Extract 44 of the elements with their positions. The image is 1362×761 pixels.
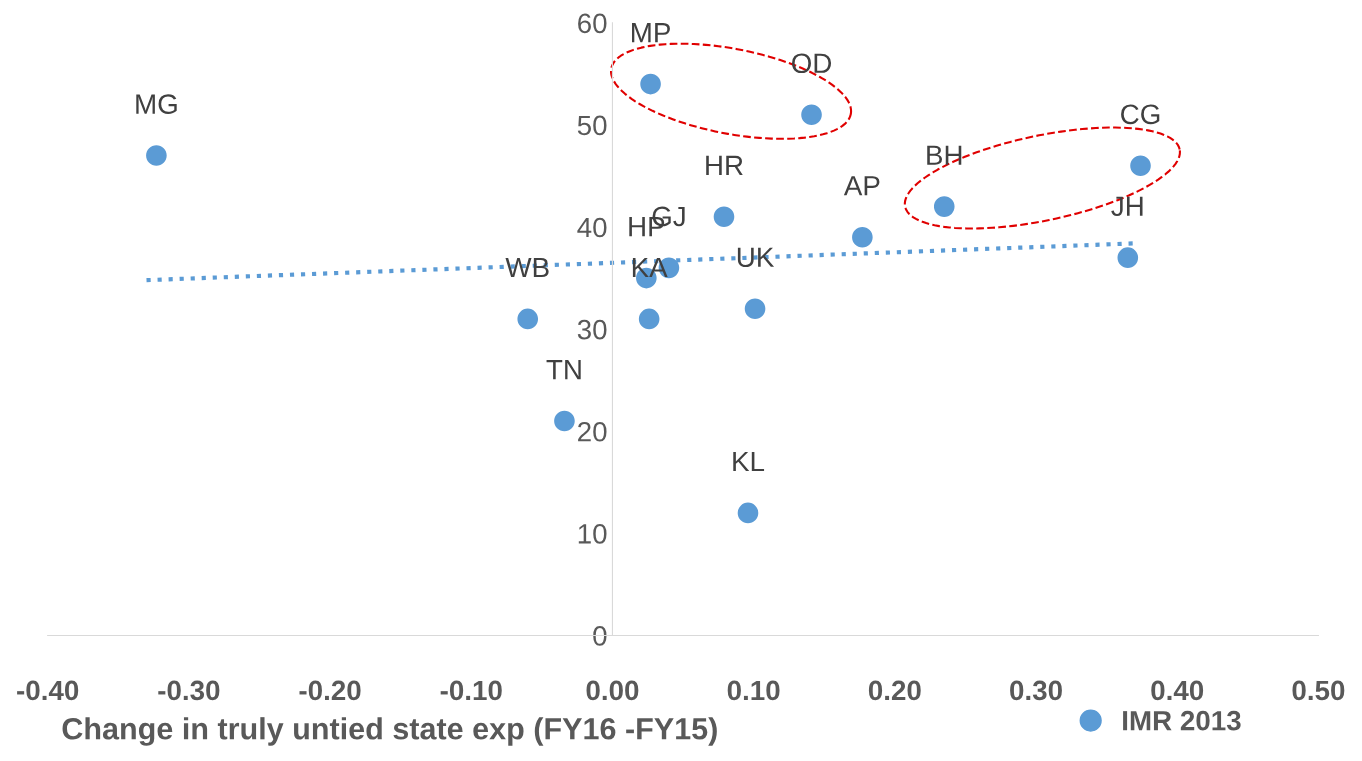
x-tick-label: -0.20: [299, 680, 361, 701]
annotation: MG: [136, 94, 177, 114]
point: [1130, 155, 1151, 177]
point: [713, 206, 735, 228]
x-axis-title: Change in truly untied state exp (FY16 -FY15): [62, 717, 717, 746]
annotation: WB: [505, 257, 549, 278]
point: [852, 226, 873, 248]
x-tick-label: -0.10: [440, 680, 502, 701]
x-tick-label: 0.10: [727, 680, 780, 701]
x-tick-label: 0.50: [1292, 680, 1345, 701]
y-tick-label: 10: [578, 524, 607, 544]
annotation: TN: [546, 360, 581, 380]
x-tick-label: 0.40: [1151, 680, 1204, 701]
point: [146, 145, 167, 166]
annotation: KL: [733, 451, 765, 472]
point: [737, 502, 759, 524]
point: [1117, 247, 1139, 268]
annotation: BH: [927, 145, 962, 165]
annotation: MP: [632, 23, 670, 43]
point: [744, 298, 766, 320]
point: [801, 104, 822, 126]
y-tick-label: 0: [593, 626, 607, 646]
legend-label: IMR 2013: [1123, 710, 1241, 731]
point: [554, 410, 575, 432]
y-tick-label: 30: [577, 319, 607, 340]
y-tick-label: 60: [578, 13, 607, 34]
y-tick-label: 20: [578, 421, 607, 442]
x-tick-label: -0.30: [158, 680, 220, 701]
annotation: HR: [706, 155, 743, 175]
x-tick-label: -0.40: [17, 680, 79, 701]
x-tick-label: 0.30: [1010, 680, 1062, 701]
x-tick-label: 0.00: [586, 680, 639, 701]
annotation: OD: [792, 53, 832, 74]
point: [517, 308, 539, 330]
point: [640, 73, 661, 95]
y-tick-label: 50: [577, 115, 607, 136]
point: [638, 308, 660, 330]
y-tick-label: 40: [577, 217, 607, 238]
annotation: UK: [737, 247, 775, 268]
annotation: JH: [1111, 196, 1143, 217]
annotation: AP: [843, 176, 880, 196]
annotation: CG: [1121, 104, 1160, 125]
point: [933, 196, 955, 217]
x-tick-label: 0.20: [868, 680, 921, 701]
